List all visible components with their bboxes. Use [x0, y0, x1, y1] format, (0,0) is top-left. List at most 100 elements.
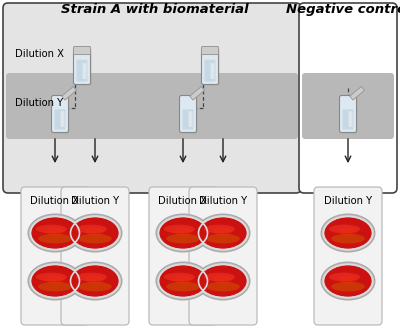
Ellipse shape — [159, 217, 207, 249]
FancyBboxPatch shape — [202, 46, 218, 54]
FancyBboxPatch shape — [149, 187, 217, 325]
FancyBboxPatch shape — [204, 60, 216, 82]
FancyBboxPatch shape — [188, 111, 192, 127]
Ellipse shape — [199, 265, 247, 297]
Ellipse shape — [36, 272, 67, 282]
Text: Dilution X: Dilution X — [15, 49, 64, 59]
Text: Dilution X: Dilution X — [30, 196, 80, 206]
Ellipse shape — [156, 213, 210, 252]
Ellipse shape — [204, 224, 235, 234]
Ellipse shape — [71, 265, 119, 297]
FancyBboxPatch shape — [74, 46, 90, 54]
Ellipse shape — [331, 282, 365, 291]
FancyBboxPatch shape — [3, 3, 301, 193]
Ellipse shape — [71, 217, 119, 249]
Ellipse shape — [166, 282, 200, 291]
Ellipse shape — [69, 263, 121, 299]
Ellipse shape — [68, 213, 122, 252]
FancyBboxPatch shape — [340, 96, 358, 133]
Ellipse shape — [31, 265, 79, 297]
FancyBboxPatch shape — [302, 73, 394, 139]
Ellipse shape — [164, 224, 195, 234]
Ellipse shape — [322, 215, 374, 251]
Ellipse shape — [166, 234, 200, 243]
Ellipse shape — [69, 215, 121, 251]
Ellipse shape — [86, 276, 105, 283]
FancyBboxPatch shape — [52, 96, 70, 133]
Ellipse shape — [206, 282, 240, 291]
Ellipse shape — [320, 261, 376, 300]
FancyBboxPatch shape — [210, 63, 214, 79]
FancyBboxPatch shape — [6, 73, 298, 139]
FancyBboxPatch shape — [74, 48, 92, 85]
Text: Negative control: Negative control — [286, 3, 400, 16]
Text: Dilution X: Dilution X — [158, 196, 208, 206]
FancyBboxPatch shape — [82, 63, 86, 79]
Ellipse shape — [329, 272, 360, 282]
Ellipse shape — [324, 265, 372, 297]
Ellipse shape — [196, 261, 250, 300]
Ellipse shape — [196, 213, 250, 252]
Ellipse shape — [76, 224, 107, 234]
Polygon shape — [350, 87, 364, 100]
Ellipse shape — [214, 276, 233, 283]
FancyBboxPatch shape — [180, 96, 198, 133]
Ellipse shape — [46, 227, 64, 236]
Ellipse shape — [199, 217, 247, 249]
Ellipse shape — [86, 227, 105, 236]
Ellipse shape — [28, 261, 82, 300]
Ellipse shape — [338, 276, 358, 283]
Ellipse shape — [78, 234, 112, 243]
Ellipse shape — [76, 272, 107, 282]
FancyBboxPatch shape — [342, 109, 354, 129]
FancyBboxPatch shape — [348, 111, 352, 127]
Ellipse shape — [174, 276, 193, 283]
Ellipse shape — [157, 215, 209, 251]
Ellipse shape — [214, 227, 233, 236]
Polygon shape — [190, 87, 204, 100]
FancyBboxPatch shape — [74, 47, 90, 84]
FancyBboxPatch shape — [61, 187, 129, 325]
Ellipse shape — [38, 234, 72, 243]
Ellipse shape — [320, 213, 376, 252]
Ellipse shape — [164, 272, 195, 282]
Ellipse shape — [78, 282, 112, 291]
Ellipse shape — [197, 215, 249, 251]
FancyBboxPatch shape — [202, 47, 218, 84]
FancyBboxPatch shape — [182, 109, 194, 129]
Ellipse shape — [338, 227, 358, 236]
Ellipse shape — [36, 224, 67, 234]
Text: Strain A with biomaterial: Strain A with biomaterial — [61, 3, 249, 16]
FancyBboxPatch shape — [299, 3, 397, 193]
Ellipse shape — [206, 234, 240, 243]
Ellipse shape — [197, 263, 249, 299]
Text: Dilution Y: Dilution Y — [199, 196, 247, 206]
FancyBboxPatch shape — [189, 187, 257, 325]
Ellipse shape — [157, 263, 209, 299]
Ellipse shape — [38, 282, 72, 291]
FancyBboxPatch shape — [60, 111, 64, 127]
FancyBboxPatch shape — [314, 187, 382, 325]
Ellipse shape — [324, 217, 372, 249]
Text: Dilution Y: Dilution Y — [324, 196, 372, 206]
FancyBboxPatch shape — [202, 48, 220, 85]
Ellipse shape — [331, 234, 365, 243]
FancyBboxPatch shape — [340, 95, 356, 132]
Ellipse shape — [204, 272, 235, 282]
Ellipse shape — [329, 224, 360, 234]
FancyBboxPatch shape — [76, 60, 88, 82]
Ellipse shape — [322, 263, 374, 299]
Ellipse shape — [46, 276, 64, 283]
Ellipse shape — [31, 217, 79, 249]
Ellipse shape — [28, 213, 82, 252]
FancyBboxPatch shape — [52, 95, 68, 132]
Ellipse shape — [156, 261, 210, 300]
Text: Dilution Y: Dilution Y — [15, 98, 63, 108]
FancyBboxPatch shape — [21, 187, 89, 325]
Ellipse shape — [68, 261, 122, 300]
Polygon shape — [62, 87, 76, 100]
FancyBboxPatch shape — [180, 95, 196, 132]
Ellipse shape — [29, 263, 81, 299]
Ellipse shape — [29, 215, 81, 251]
Ellipse shape — [174, 227, 193, 236]
